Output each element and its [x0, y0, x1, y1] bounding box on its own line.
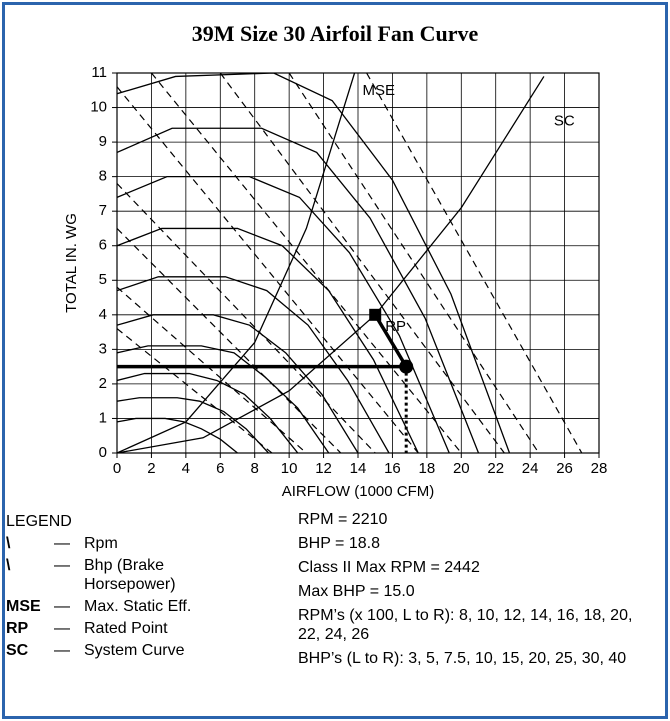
- legend-dash: —: [54, 642, 70, 659]
- curve: [117, 276, 390, 453]
- note: RPM = 2210: [298, 511, 388, 528]
- curve: [366, 73, 583, 453]
- x-tick-label: 16: [384, 460, 401, 477]
- legend-dash: —: [54, 598, 70, 615]
- legend-row: RP — Rated Point: [6, 619, 276, 638]
- legend-dash: —: [54, 535, 70, 552]
- legend-text: Bhp (Brake Horsepower): [84, 557, 176, 593]
- curve: [117, 76, 545, 453]
- y-tick-label: 11: [91, 64, 107, 81]
- curve: [117, 345, 330, 453]
- note: BHP’s (L to R): 3, 5, 7.5, 10, 15, 20, 2…: [298, 650, 627, 667]
- legend-row: \ — Bhp (Brake Horsepower): [6, 556, 276, 594]
- note: RPM’s (x 100, L to R): 8, 10, 12, 14, 16…: [298, 607, 633, 643]
- curve: [219, 73, 505, 453]
- legend-symbol: \: [6, 535, 11, 552]
- x-tick-label: 18: [419, 460, 436, 477]
- x-tick-label: 6: [216, 460, 224, 477]
- curve: [373, 313, 408, 368]
- note: BHP = 18.8: [298, 535, 380, 552]
- legend-text: System Curve: [84, 642, 185, 659]
- note: Class II Max RPM = 2442: [298, 559, 480, 576]
- plot-border: [116, 72, 600, 454]
- curve: [150, 73, 462, 453]
- legend-symbol: RP: [6, 620, 29, 637]
- curve: [117, 73, 511, 453]
- operating-point: [399, 359, 414, 374]
- legend-symbol: \: [6, 557, 11, 574]
- x-tick-label: 28: [591, 460, 608, 477]
- legend-text: Rpm: [84, 535, 118, 552]
- curve: [117, 73, 356, 453]
- curve: [117, 372, 299, 453]
- curve: [117, 397, 269, 453]
- x-tick-label: 20: [453, 460, 470, 477]
- legend-row: MSE — Max. Static Eff.: [6, 597, 276, 616]
- x-tick-label: 8: [251, 460, 259, 477]
- x-tick-label: 24: [522, 460, 539, 477]
- legend-row: \ — Rpm: [6, 534, 276, 553]
- y-tick-label: 0: [99, 444, 107, 461]
- notes: RPM = 2210 BHP = 18.8 Class II Max RPM = 2…: [298, 510, 658, 673]
- y-tick-label: 2: [99, 375, 107, 392]
- x-tick-label: 14: [350, 460, 367, 477]
- legend-dash: —: [54, 620, 70, 637]
- x-tick-label: 22: [487, 460, 504, 477]
- y-tick-label: 10: [90, 99, 107, 116]
- curve: [288, 73, 540, 453]
- legend-symbol: SC: [6, 642, 29, 659]
- y-tick-label: 8: [99, 168, 107, 185]
- rated-point: [369, 308, 382, 321]
- y-tick-label: 9: [99, 133, 107, 150]
- legend-text: Rated Point: [84, 620, 168, 637]
- curve-label: RP: [385, 318, 406, 335]
- x-tick-label: 4: [182, 460, 190, 477]
- curve: [117, 227, 419, 453]
- legend-text: Max. Static Eff.: [84, 598, 192, 615]
- y-tick-label: 4: [99, 306, 107, 323]
- curve-label: MSE: [363, 82, 396, 99]
- x-tick-label: 26: [556, 460, 573, 477]
- y-tick-label: 3: [99, 340, 107, 357]
- y-axis-label: TOTAL IN. WG: [63, 213, 80, 313]
- y-tick-label: 7: [99, 202, 107, 219]
- x-tick-label: 12: [315, 460, 332, 477]
- curve: [117, 175, 450, 453]
- legend-dash: —: [54, 557, 70, 574]
- x-axis-label: AIRFLOW (1000 CFM): [282, 483, 435, 500]
- curve-label: SC: [554, 112, 575, 129]
- legend-row: SC — System Curve: [6, 641, 276, 660]
- curve: [117, 286, 307, 453]
- y-tick-label: 6: [99, 237, 107, 254]
- chart-title: 39M Size 30 Airfoil Fan Curve: [192, 21, 479, 46]
- x-tick-label: 2: [147, 460, 155, 477]
- legend: LEGEND \ — Rpm \ — Bhp (Brake Horsepower) MSE —…: [6, 512, 276, 660]
- curve: [117, 417, 238, 453]
- curve: [117, 228, 342, 453]
- curve: [117, 328, 273, 453]
- curve: [117, 183, 376, 453]
- x-tick-label: 10: [281, 460, 298, 477]
- legend-symbol: MSE: [6, 598, 41, 615]
- y-tick-label: 1: [99, 409, 107, 426]
- y-tick-label: 5: [99, 271, 107, 288]
- note: Max BHP = 15.0: [298, 583, 415, 600]
- curve: [117, 314, 359, 453]
- curve: [117, 127, 480, 453]
- x-tick-label: 0: [113, 460, 121, 477]
- plot-area: [117, 73, 583, 453]
- legend-title: LEGEND: [6, 513, 72, 530]
- chart: 39M Size 30 Airfoil Fan Curve AIRFLOW (1…: [63, 21, 608, 500]
